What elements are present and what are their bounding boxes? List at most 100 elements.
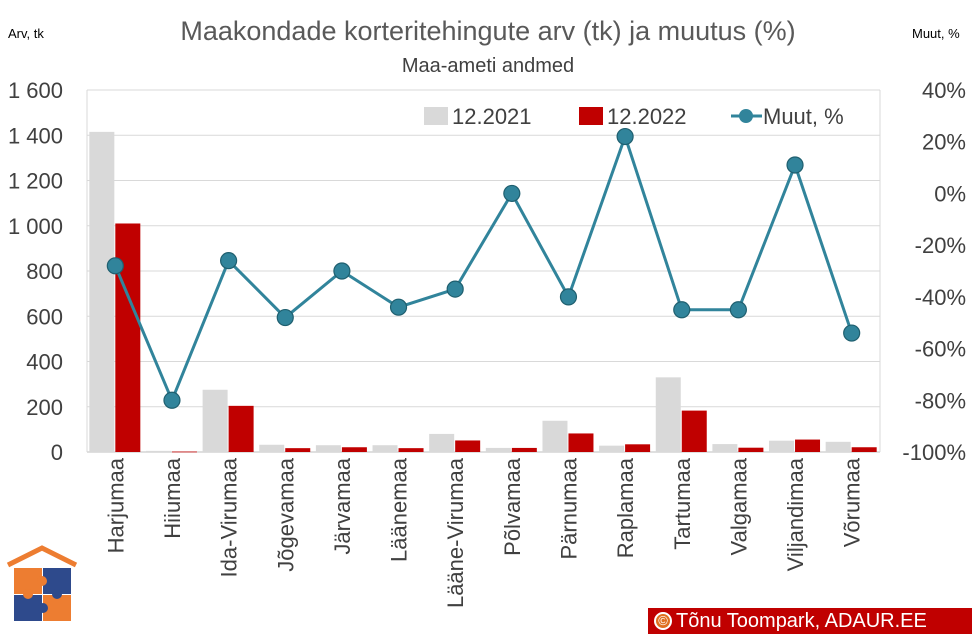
- change-point: [559, 288, 578, 306]
- change-point: [389, 298, 408, 316]
- bar-2021: [259, 444, 285, 452]
- change-point: [616, 127, 634, 146]
- left-tick-label: 400: [26, 350, 63, 375]
- change-point: [729, 301, 747, 319]
- right-tick-label: -20%: [915, 233, 966, 258]
- left-tick-labels: 0 200 400 600 800 1 000 1 200 1 400 1 600: [8, 78, 63, 465]
- category-label: Läänemaa: [387, 457, 412, 562]
- left-tick-label: 1 400: [8, 123, 63, 148]
- chart-title: Maakondade korteritehingute arv (tk) ja …: [180, 16, 795, 46]
- bar-2021: [599, 445, 625, 452]
- category-label: Võrumaa: [840, 457, 865, 547]
- logo-piece-3: [14, 595, 42, 621]
- bar-2022: [455, 440, 481, 452]
- right-tick-label: -100%: [902, 440, 966, 465]
- bar-2022: [115, 223, 141, 452]
- bar-2021: [655, 377, 681, 452]
- category-label: Raplamaa: [613, 457, 638, 558]
- bar-2021: [145, 450, 171, 452]
- right-tick-label: 40%: [922, 78, 966, 103]
- bar-2022: [795, 439, 821, 452]
- right-tick-label: 0%: [934, 181, 966, 206]
- bar-2022: [568, 433, 594, 452]
- bar-2022: [171, 451, 197, 453]
- category-label: Valgamaa: [726, 457, 751, 555]
- logo-knob-3: [52, 589, 62, 599]
- bar-2021: [372, 445, 398, 452]
- left-tick-label: 1 000: [8, 214, 63, 239]
- right-tick-labels: -100% -80% -60% -40% -20% 0% 20% 40%: [902, 78, 966, 465]
- logo-roof: [6, 545, 78, 568]
- bar-2022: [398, 448, 424, 452]
- chart-subtitle: Maa-ameti andmed: [402, 55, 574, 77]
- bar-2022: [511, 447, 537, 452]
- logo-knob-4: [38, 603, 48, 613]
- legend-swatch-2021: [424, 107, 448, 125]
- legend: 12.2021 12.2022 Muut, %: [424, 104, 844, 129]
- copyright-icon: ©: [654, 612, 672, 630]
- bar-2022: [625, 444, 651, 452]
- left-tick-label: 600: [26, 304, 63, 329]
- bar-layer: [89, 131, 877, 453]
- change-point: [446, 280, 464, 298]
- right-tick-label: -80%: [915, 388, 966, 413]
- category-label: Põlvamaa: [500, 457, 525, 556]
- bar-2021: [769, 440, 795, 452]
- change-point: [503, 184, 521, 203]
- bar-2021: [712, 444, 738, 452]
- bar-2021: [202, 389, 228, 452]
- line-layer: [106, 127, 861, 409]
- category-label: Harjumaa: [103, 457, 128, 553]
- logo-knob-1: [37, 576, 47, 586]
- right-tick-label: -40%: [915, 285, 966, 310]
- left-tick-label: 0: [51, 440, 63, 465]
- change-point: [220, 252, 238, 270]
- credit-banner: © Tõnu Toompark, ADAUR.EE: [648, 608, 972, 634]
- change-point: [276, 308, 294, 327]
- change-point: [673, 301, 691, 319]
- category-labels: Harjumaa Hiiumaa Ida-Virumaa Jõgevamaa Järva…: [103, 457, 864, 608]
- bar-2021: [542, 420, 568, 452]
- bar-2022: [738, 447, 764, 452]
- change-line: [113, 131, 854, 405]
- category-label: Hiiumaa: [160, 457, 185, 538]
- right-tick-label: -60%: [915, 337, 966, 362]
- bar-2022: [681, 410, 707, 452]
- legend-marker: [739, 109, 753, 123]
- left-tick-label: 200: [26, 395, 63, 420]
- house-puzzle-logo: [6, 545, 78, 621]
- category-label: Viljandimaa: [783, 457, 808, 571]
- bar-2022: [228, 405, 254, 452]
- change-point: [843, 324, 861, 342]
- category-label: Ida-Virumaa: [217, 457, 242, 577]
- category-label: Jõgevamaa: [273, 457, 298, 572]
- credit-text: Tõnu Toompark, ADAUR.EE: [676, 610, 927, 632]
- category-label: Järvamaa: [330, 457, 355, 554]
- legend-swatch-2022: [579, 107, 603, 125]
- bar-2021: [315, 445, 341, 452]
- left-tick-label: 1 200: [8, 169, 63, 194]
- bar-2021: [89, 131, 115, 452]
- change-point: [106, 257, 124, 275]
- legend-label-2021: 12.2021: [452, 104, 532, 129]
- change-point: [163, 391, 181, 409]
- change-point: [333, 262, 351, 280]
- bar-2021: [825, 441, 851, 452]
- logo-knob-2: [23, 589, 33, 599]
- left-tick-label: 800: [26, 259, 63, 284]
- category-label: Pärnumaa: [556, 457, 581, 559]
- legend-label-change: Muut, %: [763, 104, 844, 129]
- category-label: Lääne-Virumaa: [443, 457, 468, 608]
- category-label: Tartumaa: [670, 457, 695, 549]
- change-point: [786, 156, 804, 174]
- bar-2021: [429, 433, 455, 452]
- bar-2022: [341, 447, 367, 452]
- left-tick-label: 1 600: [8, 78, 63, 103]
- legend-label-2022: 12.2022: [607, 104, 687, 129]
- left-axis-label: Arv, tk: [8, 26, 44, 41]
- bar-2022: [285, 448, 311, 452]
- right-tick-label: 20%: [922, 130, 966, 155]
- bar-2021: [485, 447, 511, 452]
